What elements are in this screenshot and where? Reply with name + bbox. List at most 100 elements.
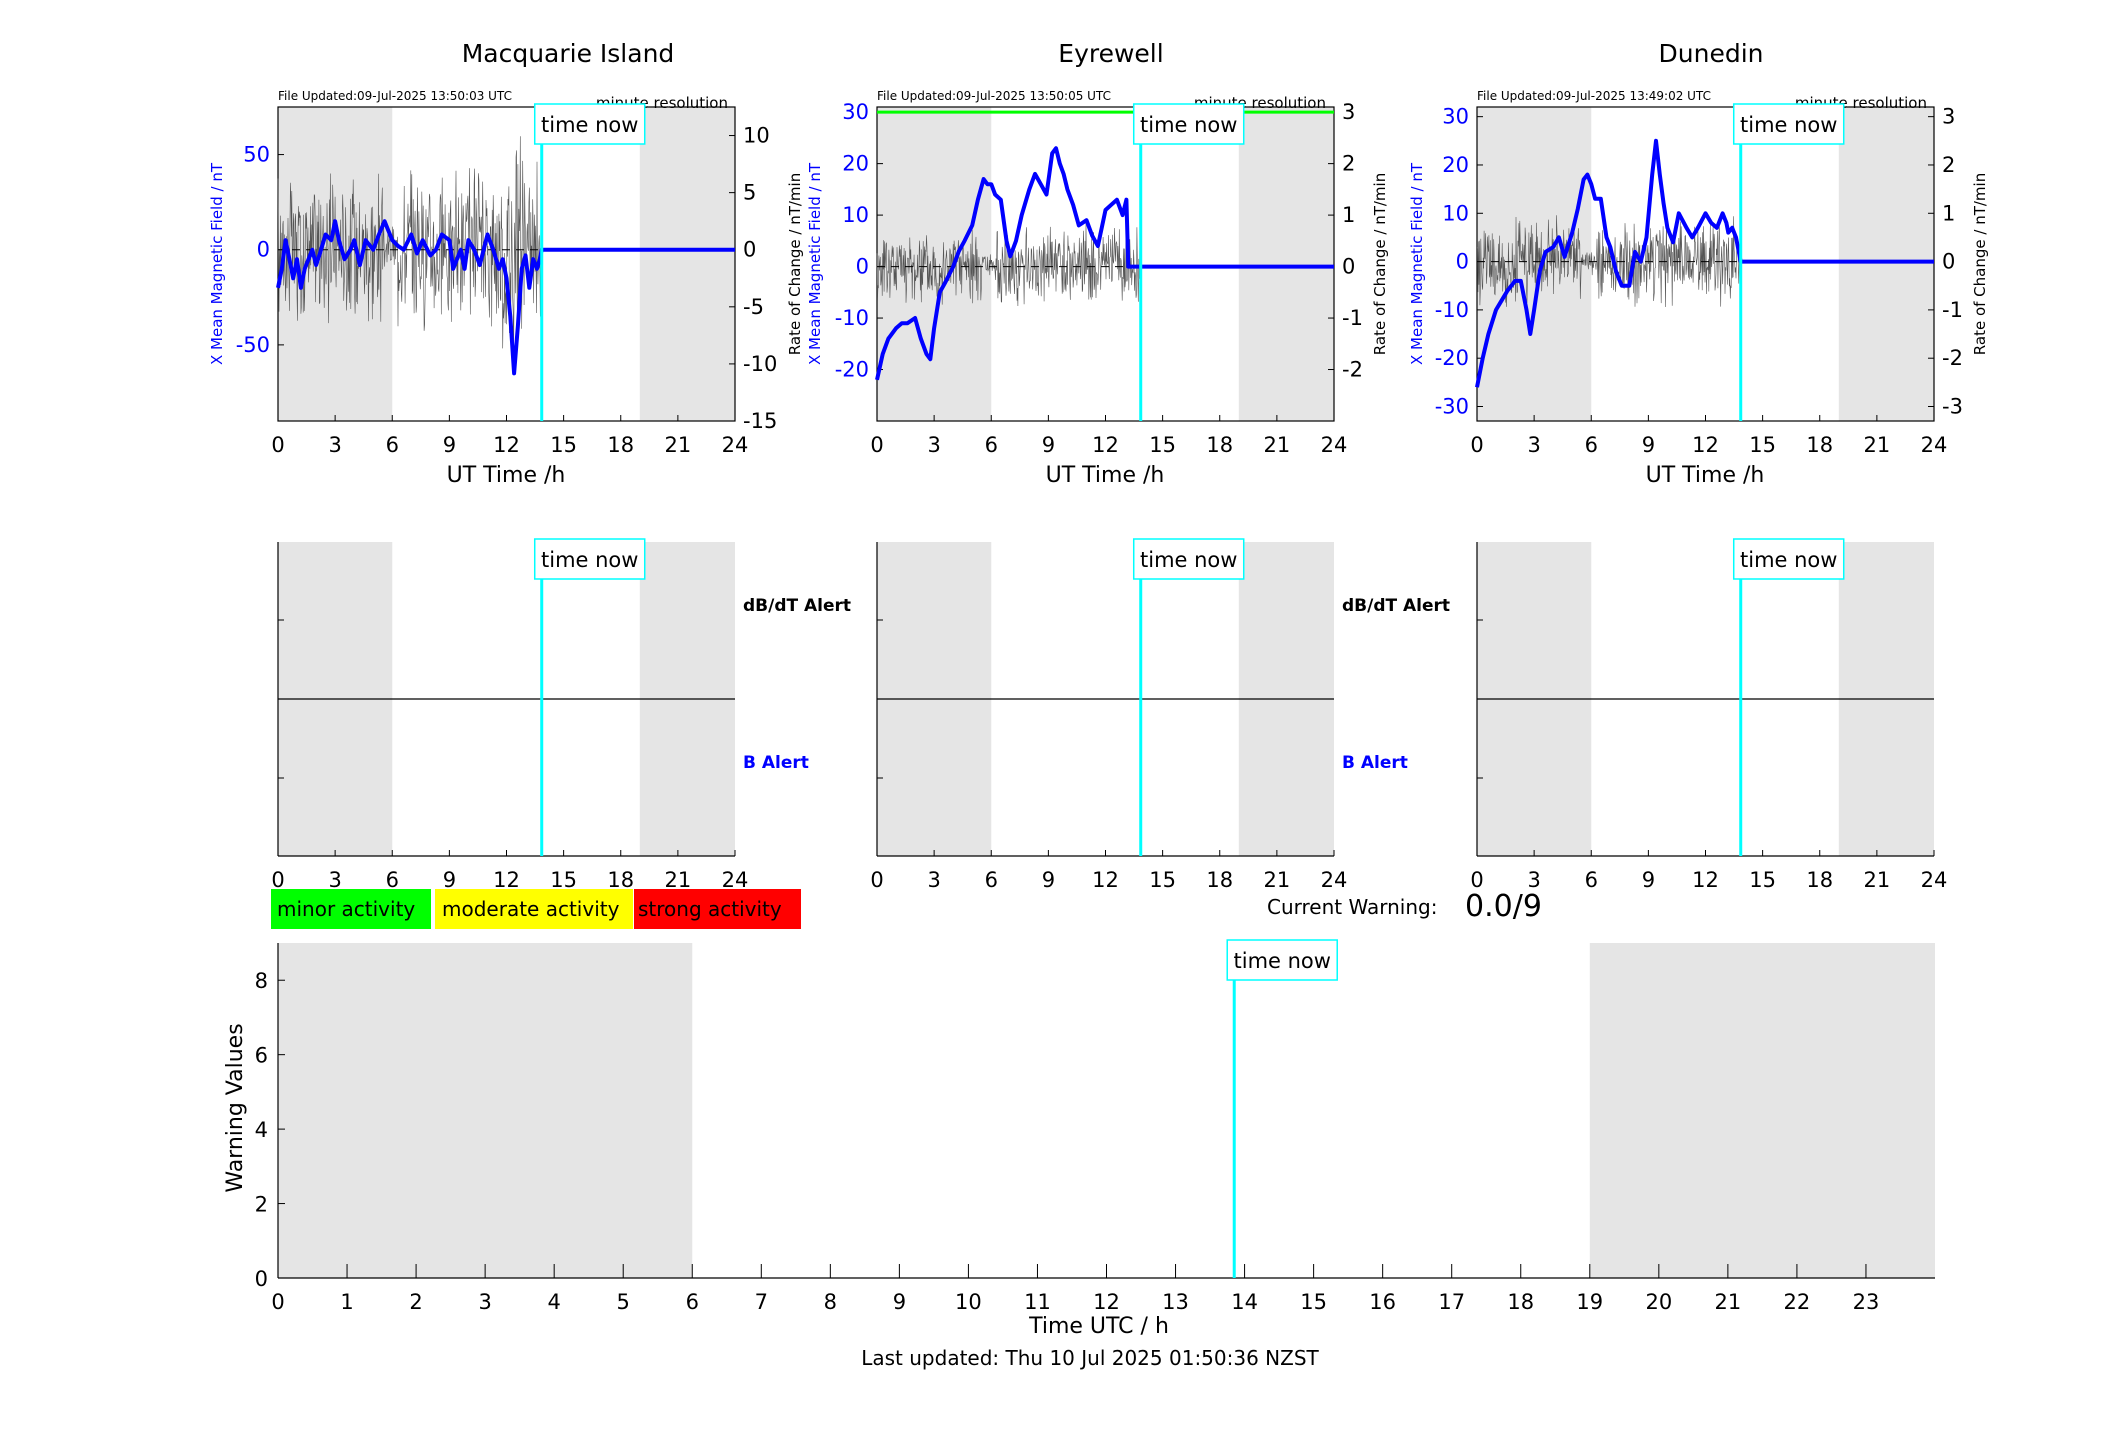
x-tick-label: 12	[1092, 433, 1119, 457]
y-tick-label: 20	[1442, 153, 1469, 177]
file-updated: File Updated:09-Jul-2025 13:50:05 UTC	[877, 89, 1111, 103]
x-tick-label: 24	[1921, 868, 1948, 892]
night-shade-band	[1477, 107, 1592, 421]
x-tick-label: 11	[1024, 1290, 1051, 1314]
time-now-marker: time now	[1732, 103, 1845, 421]
x-tick-label: 9	[443, 868, 456, 892]
time-now-label: time now	[1740, 113, 1837, 137]
y-tick-label: 8	[255, 969, 268, 993]
x-tick-label: 6	[386, 433, 399, 457]
x-tick-label: 24	[722, 868, 749, 892]
time-now-label: time now	[1234, 949, 1331, 973]
strong-activity-label: strong activity	[638, 897, 782, 921]
x-tick-label: 24	[1321, 433, 1348, 457]
x-tick-label: 24	[1321, 868, 1348, 892]
panel-title: Dunedin	[1659, 39, 1764, 68]
y2-tick-label: 1	[1342, 203, 1355, 227]
moderate-activity-swatch	[435, 889, 633, 929]
time-now-label: time now	[541, 548, 638, 572]
time-now-box	[1732, 538, 1845, 580]
time-now-marker: time now	[1732, 538, 1845, 856]
y2-tick-label: -5	[743, 295, 764, 319]
x-tick-label: 12	[493, 433, 520, 457]
time-now-box	[1226, 939, 1338, 981]
night-shading	[278, 943, 1935, 1278]
y-tick-label: 4	[255, 1118, 268, 1142]
x-axis-label: Time UTC / h	[1028, 1314, 1169, 1339]
x-tick-label: 18	[1806, 868, 1833, 892]
x-tick-label: 15	[1300, 1290, 1327, 1314]
x-tick-label: 21	[665, 868, 692, 892]
y2-tick-label: 0	[1342, 255, 1355, 279]
x-tick-label: 15	[550, 868, 577, 892]
x-tick-label: 3	[328, 433, 341, 457]
time-now-marker: time now	[1132, 538, 1245, 856]
x-tick-label: 15	[1149, 433, 1176, 457]
magnetic-field-line	[276, 219, 735, 376]
eyrewell-magnetic-panel: Eyrewell 0 3 6 9 12 15 18 21 24-20-100102030-2-1…	[806, 39, 1389, 488]
x-tick-label: 20	[1645, 1290, 1672, 1314]
x-tick-label: 15	[1749, 433, 1776, 457]
night-shade-band	[1589, 943, 1935, 1278]
x-tick-label: 8	[824, 1290, 837, 1314]
x-tick-label: 18	[607, 868, 634, 892]
y-tick-label: 30	[1442, 105, 1469, 129]
time-now-label: time now	[1740, 548, 1837, 572]
current-warning-value: 0.0/9	[1465, 889, 1542, 924]
x-tick-label: 9	[893, 1290, 906, 1314]
y2-tick-label: -1	[1942, 298, 1963, 322]
y2-tick-label: 1	[1942, 201, 1955, 225]
time-now-marker: time now	[1132, 103, 1245, 421]
magnetic-field-line	[1475, 138, 1934, 388]
y-tick-label: 30	[842, 100, 869, 124]
y2-axis-label: Rate of Change / nT/min	[1371, 173, 1389, 355]
x-tick-label: 21	[1864, 868, 1891, 892]
x-tick-label: 15	[1749, 868, 1776, 892]
x-tick-label: 21	[665, 433, 692, 457]
x-tick-label: 7	[755, 1290, 768, 1314]
y-tick-label: 20	[842, 152, 869, 176]
x-tick-label: 2	[409, 1290, 422, 1314]
panel-title: Eyrewell	[1058, 39, 1163, 68]
y-tick-label: 10	[842, 203, 869, 227]
x-tick-label: 12	[1692, 433, 1719, 457]
axes: 0 3 6 9 12 15 18 21 24	[1470, 542, 1947, 892]
last-updated: Last updated: Thu 10 Jul 2025 01:50:36 N…	[861, 1346, 1319, 1370]
x-tick-label: 18	[607, 433, 634, 457]
moderate-activity-label: moderate activity	[442, 897, 620, 921]
y-tick-label: 2	[255, 1193, 268, 1217]
x-axis-label: UT Time /h	[1646, 463, 1765, 488]
x-tick-label: 18	[1206, 433, 1233, 457]
x-tick-label: 15	[1149, 868, 1176, 892]
current-warning-label: Current Warning:	[1267, 895, 1437, 919]
time-now-label: time now	[1140, 548, 1237, 572]
x-tick-label: 21	[1864, 433, 1891, 457]
panel-title: Macquarie Island	[462, 39, 675, 68]
y-tick-label: -20	[1435, 346, 1469, 370]
x-tick-label: 18	[1206, 868, 1233, 892]
x-tick-label: 0	[271, 868, 284, 892]
magnetic-field-line	[875, 146, 1334, 381]
night-shade-band	[639, 107, 735, 421]
time-now-box	[1132, 103, 1245, 145]
dbdt-alert-label: dB/dT Alert	[743, 596, 851, 616]
x-tick-label: 4	[547, 1290, 560, 1314]
dunedin-magnetic-panel: Dunedin 0 3 6 9 12 15 18 21 24-30-20-100102030-3…	[1408, 39, 1989, 488]
x-tick-label: 0	[1470, 433, 1483, 457]
rate-of-change-series	[1476, 215, 1741, 308]
y-axis-label: X Mean Magnetic Field / nT	[208, 162, 226, 365]
time-now-box	[1732, 103, 1845, 145]
x-tick-label: 12	[1692, 868, 1719, 892]
y2-tick-label: -1	[1342, 306, 1363, 330]
axes: 0 3 6 9 12 15 18 21 24	[870, 542, 1347, 892]
x-tick-label: 3	[1527, 433, 1540, 457]
rate-of-change-line	[1476, 215, 1741, 308]
y-tick-label: 0	[257, 238, 270, 262]
time-now-marker: time now	[533, 103, 646, 421]
macquarie-magnetic-panel: Macquarie Island 0 3 6 9 12 15 18 21 24-50050-15…	[208, 39, 804, 488]
magnetic-field-series	[875, 146, 1334, 381]
